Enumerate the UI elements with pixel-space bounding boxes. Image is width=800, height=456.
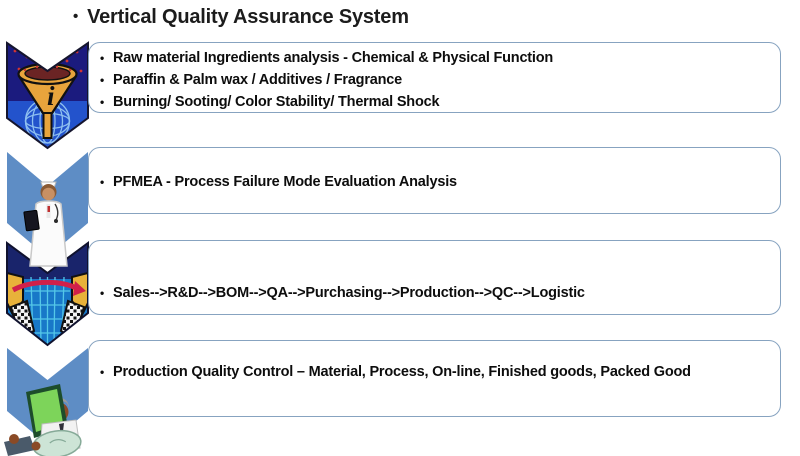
person-at-computer-icon (4, 384, 82, 456)
bullet-dot: • (100, 286, 105, 300)
line-text: Raw material Ingredients analysis - Chem… (113, 50, 554, 66)
line-text: Production Quality Control – Material, P… (113, 364, 691, 380)
bullet-line: • Raw material Ingredients analysis - Ch… (100, 47, 772, 69)
title-bullet: • (73, 8, 79, 25)
bullet-dot: • (100, 73, 105, 87)
bullet-dot: • (100, 365, 105, 379)
funnel-info-label: i (47, 81, 55, 111)
bullet-dot: • (100, 51, 105, 65)
page-title-text: Vertical Quality Assurance System (87, 6, 409, 28)
box-production-quality-control: • Production Quality Control – Material,… (88, 340, 781, 417)
bullet-dot: • (100, 175, 105, 189)
bullet-line: • Production Quality Control – Material,… (100, 361, 691, 383)
line-text: Paraffin & Palm wax / Additives / Fragra… (113, 72, 403, 88)
line-text: Sales-->R&D-->BOM-->QA-->Purchasing-->Pr… (113, 285, 585, 301)
line-text: PFMEA - Process Failure Mode Evaluation … (113, 174, 457, 190)
box-process-flow: • Sales-->R&D-->BOM-->QA-->Purchasing-->… (88, 240, 781, 315)
bullet-line: • PFMEA - Process Failure Mode Evaluatio… (100, 171, 457, 193)
doctor-icon (23, 181, 68, 267)
bullet-line: • Paraffin & Palm wax / Additives / Frag… (100, 69, 772, 91)
bullet-dot: • (100, 95, 105, 109)
info-funnel-globe-icon: i (6, 41, 89, 150)
page-title: • Vertical Quality Assurance System (73, 6, 409, 29)
box-pfmea: • PFMEA - Process Failure Mode Evaluatio… (88, 147, 781, 214)
line-text: Burning/ Sooting/ Color Stability/ Therm… (113, 94, 440, 110)
box-raw-material-analysis: • Raw material Ingredients analysis - Ch… (88, 42, 781, 113)
vertical-flow-graphic: i (4, 41, 89, 456)
bullet-line: • Sales-->R&D-->BOM-->QA-->Purchasing-->… (100, 282, 585, 304)
bullet-line: • Burning/ Sooting/ Color Stability/ The… (100, 91, 772, 113)
